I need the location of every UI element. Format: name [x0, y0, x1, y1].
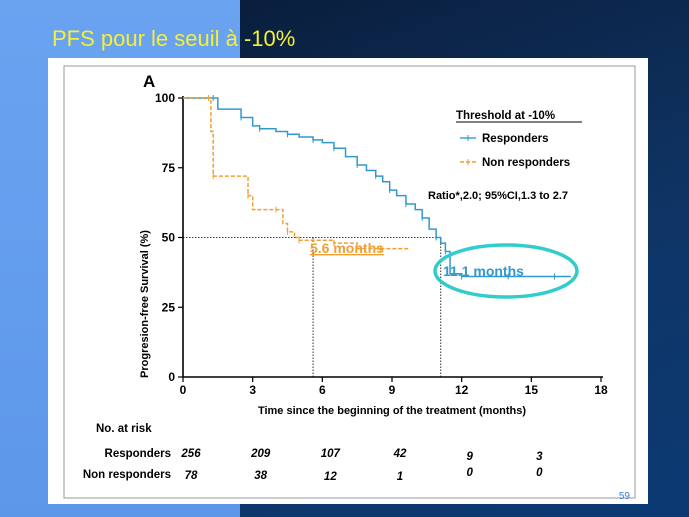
x-tick-label: 18: [594, 383, 608, 397]
x-axis-label: Time since the beginning of the treatmen…: [258, 405, 526, 417]
y-tick-label: 25: [162, 300, 176, 314]
x-tick-label: 12: [455, 383, 469, 397]
x-tick-label: 15: [525, 383, 539, 397]
survival-curves: [183, 95, 571, 280]
median-annotations: 5.6 months 11.1 months: [310, 240, 579, 299]
y-tick-label: 100: [155, 91, 175, 105]
x-tick-label: 0: [180, 383, 187, 397]
page-number: 59: [618, 491, 630, 502]
at-risk-table: Responders 256 209 107 42 9 3 Non responders 78 3…: [83, 448, 543, 483]
at-risk-value: 0: [536, 467, 543, 479]
chart-panel: A 0 3 6 9 12 15 18 0 25 50 75 100 Progresion-free S…: [48, 58, 648, 504]
legend-entry-responders: Responders: [482, 133, 548, 145]
at-risk-value: 78: [185, 470, 198, 482]
at-risk-value: 12: [324, 471, 337, 483]
x-tick-label: 6: [319, 383, 326, 397]
at-risk-row-label: Non responders: [83, 469, 171, 481]
at-risk-row-label: Responders: [105, 448, 171, 460]
legend-entry-non-responders: Non responders: [482, 157, 570, 169]
x-tick-label: 3: [249, 383, 256, 397]
at-risk-value: 9: [466, 451, 473, 463]
survival-curve-non-responders: [183, 97, 409, 250]
at-risk-value: 0: [466, 467, 473, 479]
hazard-ratio-annotation: Ratio*,2.0; 95%CI,1.3 to 2.7: [428, 190, 568, 202]
chart-frame: [63, 65, 636, 499]
legend: Threshold at -10% Responders Non respond…: [456, 110, 582, 169]
at-risk-value: 209: [250, 448, 271, 460]
at-risk-title: No. at risk: [96, 423, 152, 435]
panel-label: A: [143, 72, 155, 91]
at-risk-value: 256: [180, 448, 201, 460]
y-axis-label: Progresion-free Survival (%): [139, 230, 151, 378]
median-reference-lines: [183, 237, 442, 377]
legend-title: Threshold at -10%: [456, 110, 555, 122]
y-tick-label: 50: [162, 231, 176, 245]
median-label-responders: 11.1 months: [443, 263, 524, 279]
at-risk-value: 38: [254, 470, 267, 482]
y-tick-label: 75: [162, 161, 176, 175]
axes: 0 3 6 9 12 15 18 0 25 50 75 100: [155, 91, 608, 397]
y-tick-label: 0: [168, 370, 175, 384]
at-risk-value: 107: [321, 448, 341, 460]
at-risk-value: 1: [397, 471, 403, 483]
x-tick-label: 9: [389, 383, 396, 397]
at-risk-value: 3: [536, 451, 543, 463]
median-label-non-responders: 5.6 months: [310, 240, 384, 256]
at-risk-value: 42: [393, 448, 407, 460]
highlight-ellipse: [433, 243, 579, 299]
slide-title: PFS pour le seuil à -10%: [52, 26, 296, 51]
